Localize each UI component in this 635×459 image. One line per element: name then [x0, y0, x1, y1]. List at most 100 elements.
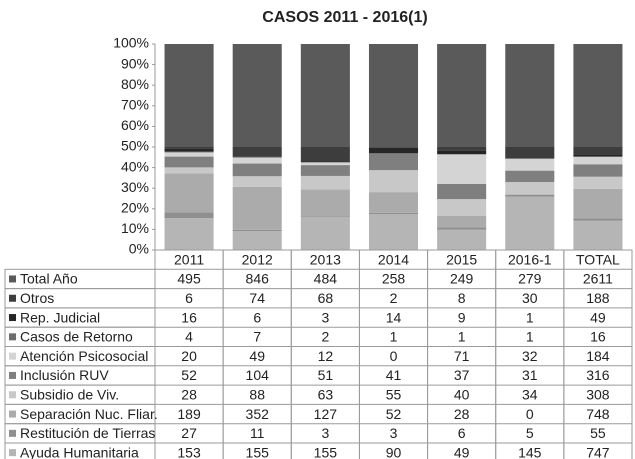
table-value: 352 — [246, 406, 270, 422]
table-value: 747 — [586, 444, 610, 459]
bar-segment — [368, 147, 419, 148]
table-value: 52 — [181, 367, 197, 383]
table-value: 308 — [586, 386, 610, 402]
table-value: 88 — [249, 386, 265, 402]
y-tick-label: 90% — [121, 55, 149, 71]
table-value: 2 — [321, 329, 329, 345]
legend-swatch — [9, 314, 16, 322]
table-value: 1 — [390, 329, 398, 345]
chart-title: CASOS 2011 - 2016(1) — [262, 9, 427, 26]
x-tick-label: 2014 — [378, 251, 409, 267]
table-value: 1 — [526, 329, 534, 345]
bar-segment — [505, 196, 555, 250]
table-value: 189 — [177, 406, 201, 422]
table-value: 9 — [458, 309, 466, 325]
legend-label: Atención Psicosocial — [20, 348, 148, 364]
table-value: 3 — [321, 309, 329, 325]
legend-swatch — [9, 275, 16, 283]
bar-segment — [437, 154, 487, 184]
legend-swatch — [9, 410, 16, 418]
bar-segment — [232, 156, 282, 157]
legend-swatch — [9, 294, 16, 302]
bar-segment — [368, 153, 419, 171]
bar-segment — [164, 212, 214, 219]
table-cell — [563, 249, 633, 459]
bar-segment — [573, 164, 623, 177]
legend-swatch — [9, 352, 16, 360]
table-value: 0 — [390, 348, 398, 364]
bar-segment — [573, 156, 623, 157]
bar-segment — [232, 44, 282, 147]
y-tick-label: 10% — [121, 220, 149, 236]
table-value: 49 — [249, 348, 265, 364]
table-value: 3 — [390, 425, 398, 441]
legend-label: Inclusión RUV — [20, 367, 109, 383]
table-value: 41 — [386, 367, 402, 383]
table-value: 495 — [177, 271, 201, 287]
table-value: 14 — [386, 309, 402, 325]
bar-segment — [164, 218, 214, 250]
table-value: 2 — [390, 290, 398, 306]
table-value: 2611 — [583, 271, 613, 287]
bar-segment — [300, 44, 350, 147]
table-value: 316 — [586, 367, 610, 383]
bar-segment — [300, 189, 350, 217]
bar-segment — [300, 216, 350, 218]
bar-segment — [232, 186, 282, 230]
x-tick-label: 2011 — [174, 251, 204, 267]
bar-segment — [232, 176, 282, 187]
y-tick-label: 40% — [121, 158, 149, 174]
bar-segment — [164, 156, 214, 168]
table-value: 1 — [458, 329, 466, 345]
table-value: 49 — [454, 444, 470, 459]
bar-segment — [505, 147, 555, 159]
bar-segment — [573, 218, 623, 221]
table-value: 279 — [518, 271, 542, 287]
table-value: 28 — [454, 406, 470, 422]
legend-label: Ayuda Humanitaria — [20, 444, 139, 459]
table-cell — [4, 442, 156, 459]
bar-segment — [368, 192, 419, 213]
x-tick-label: 2013 — [310, 251, 341, 267]
bar-segment — [232, 147, 282, 157]
table-value: 6 — [458, 425, 466, 441]
bar-segment — [505, 158, 555, 171]
table-value: 127 — [314, 406, 338, 422]
bar-segment — [437, 183, 487, 200]
table-value: 249 — [450, 271, 474, 287]
bar-segment — [505, 182, 555, 195]
table-value: 34 — [522, 386, 538, 402]
table-value: 3 — [321, 425, 329, 441]
y-tick-label: 60% — [121, 117, 149, 133]
legend-swatch — [9, 429, 16, 437]
table-value: 6 — [253, 309, 261, 325]
table-value: 32 — [522, 348, 538, 364]
bar-segment — [232, 231, 282, 250]
table-value: 37 — [454, 367, 470, 383]
table-value: 0 — [526, 406, 534, 422]
bar-segment — [368, 212, 419, 215]
y-tick-label: 50% — [121, 138, 149, 154]
bar-segment — [573, 156, 623, 165]
bar-segment — [368, 170, 419, 193]
table-value: 90 — [386, 444, 402, 459]
table-value: 155 — [314, 444, 338, 459]
bar-segment — [300, 161, 350, 163]
table-value: 16 — [181, 309, 197, 325]
table-value: 1 — [526, 309, 534, 325]
table-value: 16 — [590, 329, 606, 345]
table-value: 7 — [253, 329, 261, 345]
bar-segment — [573, 176, 623, 189]
table-value: 846 — [246, 271, 270, 287]
table-value: 258 — [382, 271, 406, 287]
bar-segment — [164, 44, 214, 147]
x-tick-label: 2012 — [242, 251, 273, 267]
table-value: 188 — [586, 290, 610, 306]
table-value: 55 — [386, 386, 402, 402]
bar-segment — [437, 199, 487, 216]
bar-segment — [368, 214, 419, 250]
bar-segment — [232, 157, 282, 164]
bar-segment — [164, 148, 214, 152]
table-value: 104 — [246, 367, 270, 383]
